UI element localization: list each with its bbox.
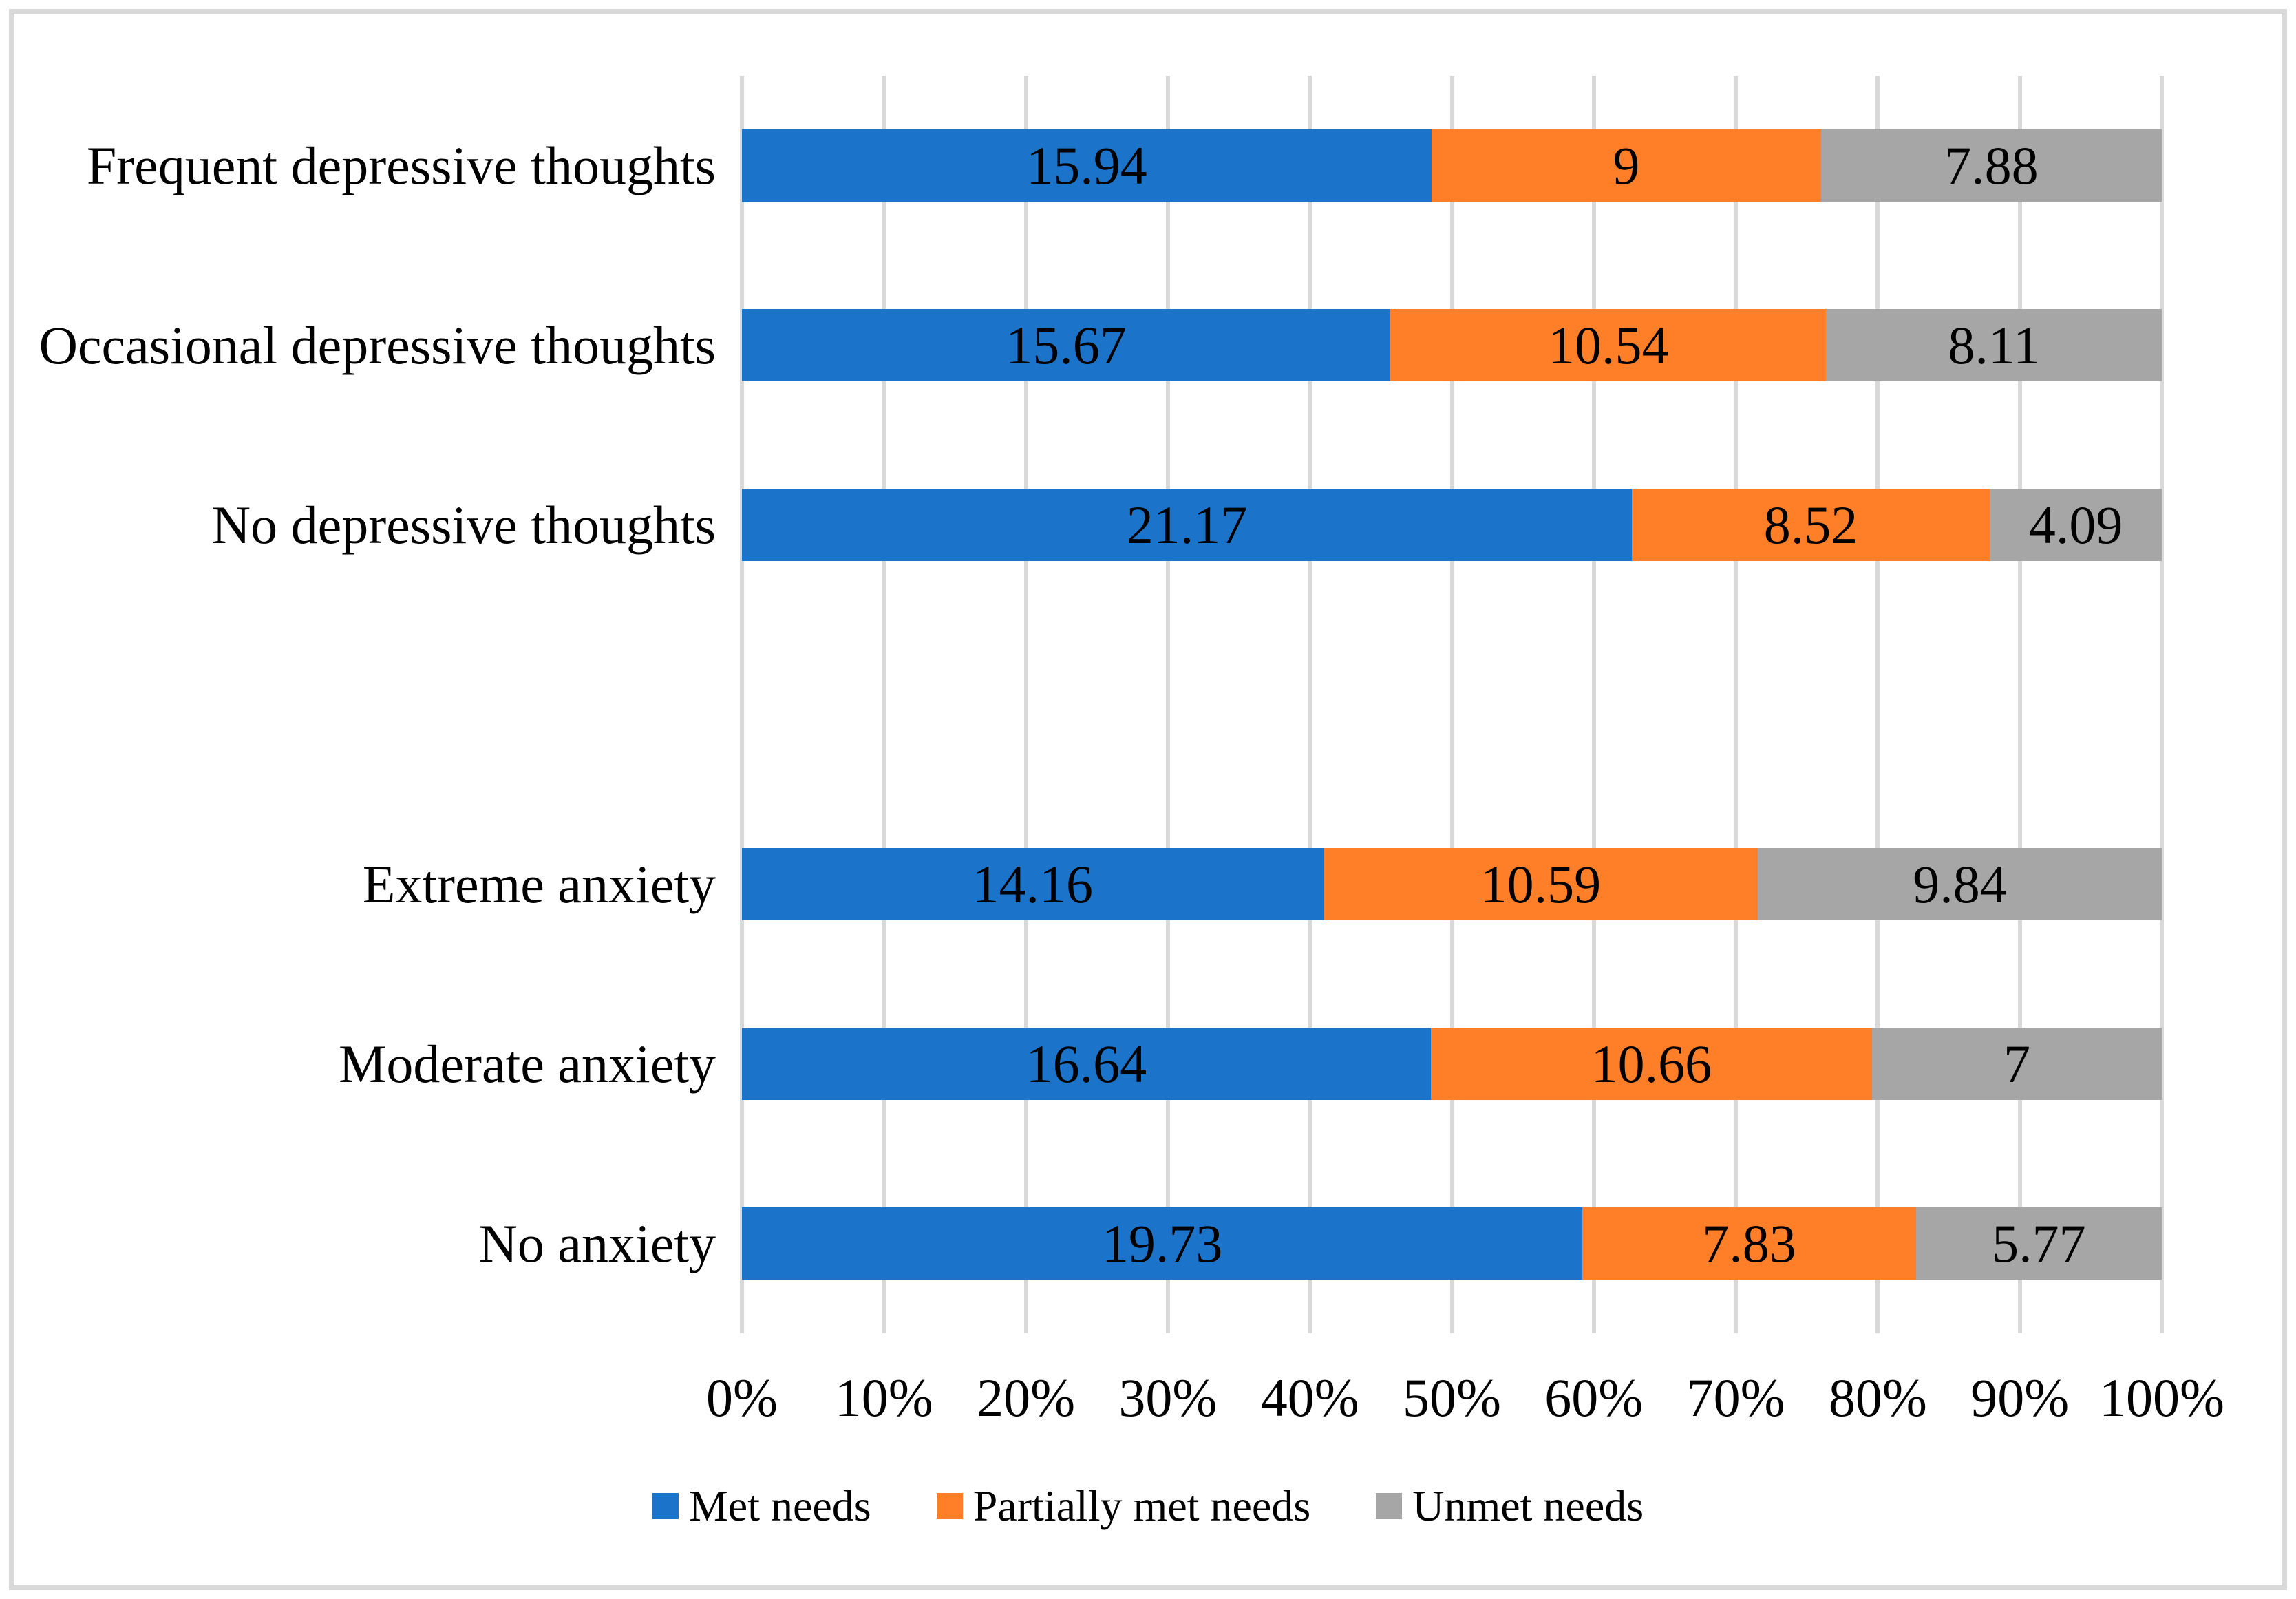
data-label: 14.16: [972, 854, 1094, 914]
legend-item-unmet-needs: Unmet needs: [1376, 1484, 1644, 1528]
bar-row: 15.94 9 7.88: [742, 129, 2162, 202]
bar-segment-met-needs: 16.64: [742, 1028, 1431, 1100]
data-label: 4.09: [2028, 494, 2123, 555]
bar-segment-unmet-needs: 8.11: [1826, 309, 2162, 381]
bar-segment-met-needs: 21.17: [742, 489, 1632, 561]
gridline: [2160, 76, 2164, 1333]
plot-area: 15.94 9 7.88 15.67 10.54 8.11 21.17 8.52 4.09 14.…: [740, 76, 2164, 1333]
gridline: [2017, 76, 2022, 1333]
bar-segment-met-needs: 14.16: [742, 848, 1324, 920]
bar-row: 14.16 10.59 9.84: [742, 848, 2162, 920]
legend-label: Unmet needs: [1412, 1481, 1644, 1530]
legend-item-partially-met-needs: Partially met needs: [936, 1481, 1311, 1530]
data-label: 7.83: [1702, 1213, 1796, 1273]
data-label: 10.66: [1591, 1033, 1712, 1094]
x-axis: 0% 10% 20% 30% 40% 50% 60% 70% 80% 90% 100%: [706, 1368, 2224, 1433]
x-tick-label: 70%: [1686, 1368, 1785, 1428]
gridline: [740, 76, 744, 1333]
bar-segment-unmet-needs: 9.84: [1758, 848, 2162, 920]
data-label: 21.17: [1126, 494, 1248, 555]
gridline: [1449, 76, 1454, 1333]
legend-swatch-partially-met-needs: [936, 1493, 963, 1519]
chart-frame: [9, 9, 2287, 1590]
bar-row: 21.17 8.52 4.09: [742, 489, 2162, 561]
gridline: [1308, 76, 1312, 1333]
x-tick-label: 80%: [1828, 1368, 1927, 1428]
bar-row: 19.73 7.83 5.77: [742, 1207, 2162, 1280]
bar-row: 15.67 10.54 8.11: [742, 309, 2162, 381]
x-tick-label: 30%: [1118, 1368, 1218, 1428]
bar-segment-partially-met-needs: 10.54: [1390, 309, 1827, 381]
legend-swatch-met-needs: [652, 1493, 679, 1519]
bar-segment-unmet-needs: 7.88: [1820, 129, 2162, 202]
category-label: Frequent depressive thoughts: [86, 135, 716, 195]
gridline: [1734, 76, 1739, 1333]
data-label: 9: [1613, 135, 1640, 195]
x-tick-label: 100%: [2099, 1368, 2224, 1428]
legend-label: Met needs: [688, 1481, 871, 1530]
data-label: 5.77: [1992, 1213, 2086, 1273]
bar-segment-partially-met-needs: 8.52: [1631, 489, 1990, 561]
bar-segment-unmet-needs: 7: [1871, 1028, 2162, 1100]
bar-segment-unmet-needs: 4.09: [1990, 489, 2162, 561]
legend: Met needs Partially met needs Unmet needs: [0, 1484, 2296, 1528]
data-label: 15.94: [1026, 135, 1147, 195]
bar-segment-met-needs: 15.94: [742, 129, 1432, 202]
gridline: [882, 76, 886, 1333]
x-tick-label: 0%: [706, 1368, 778, 1428]
bar-segment-met-needs: 19.73: [742, 1207, 1583, 1280]
x-tick-label: 40%: [1260, 1368, 1359, 1428]
bar-segment-partially-met-needs: 10.59: [1323, 848, 1758, 920]
data-label: 8.52: [1763, 494, 1858, 555]
gridline: [1023, 76, 1028, 1333]
category-label: Occasional depressive thoughts: [39, 315, 716, 375]
bar-segment-partially-met-needs: 7.83: [1582, 1207, 1916, 1280]
category-label: [0, 615, 716, 794]
data-label: 16.64: [1025, 1033, 1147, 1094]
category-label: No anxiety: [478, 1213, 716, 1273]
category-axis: Frequent depressive thoughts Occasional d…: [0, 76, 716, 1333]
gridline: [1591, 76, 1596, 1333]
legend-item-met-needs: Met needs: [652, 1484, 871, 1528]
category-label: No depressive thoughts: [211, 494, 716, 555]
data-label: 15.67: [1006, 315, 1127, 375]
legend-swatch-unmet-needs: [1376, 1493, 1403, 1519]
category-label: Moderate anxiety: [339, 1033, 716, 1094]
x-tick-label: 50%: [1403, 1368, 1501, 1428]
data-label: 8.11: [1948, 315, 2041, 375]
data-label: 10.54: [1547, 315, 1669, 375]
bar-row: 16.64 10.66 7: [742, 1028, 2162, 1100]
x-tick-label: 90%: [1970, 1368, 2070, 1428]
x-tick-label: 10%: [834, 1368, 933, 1428]
bar-segment-met-needs: 15.67: [742, 309, 1390, 381]
x-tick-label: 60%: [1544, 1368, 1644, 1428]
legend-label: Partially met needs: [972, 1481, 1311, 1530]
gridline: [1165, 76, 1170, 1333]
data-label: 9.84: [1913, 854, 2007, 914]
x-tick-label: 20%: [977, 1368, 1076, 1428]
bar-segment-partially-met-needs: 9: [1431, 129, 1821, 202]
data-label: 7.88: [1944, 135, 2039, 195]
data-label: 7: [2003, 1033, 2030, 1094]
bar-segment-unmet-needs: 5.77: [1915, 1207, 2162, 1280]
data-label: 10.59: [1480, 854, 1602, 914]
data-label: 19.73: [1101, 1213, 1223, 1273]
bar-segment-partially-met-needs: 10.66: [1430, 1028, 1872, 1100]
gridline: [1875, 76, 1880, 1333]
category-label: Extreme anxiety: [362, 854, 716, 914]
